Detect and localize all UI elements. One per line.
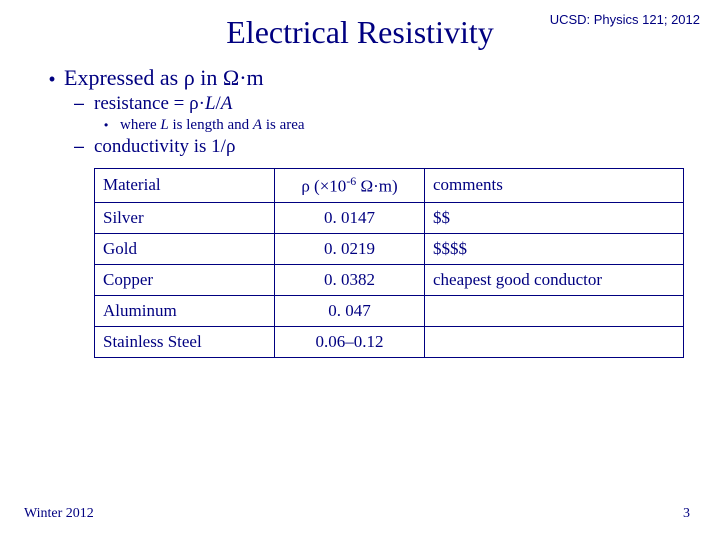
dash-icon: – [74, 136, 94, 157]
slide-content: • Expressed as ρ in Ω·m – resistance = ρ… [0, 61, 720, 358]
table-row: Aluminum 0. 047 [95, 295, 684, 326]
resistivity-table: Material ρ (×10-6 Ω·m) comments Silver 0… [94, 168, 684, 358]
table-row: Stainless Steel 0.06–0.12 [95, 326, 684, 357]
bullet-dot-icon: • [40, 69, 64, 90]
course-header: UCSD: Physics 121; 2012 [550, 12, 700, 27]
cell-comment [425, 295, 684, 326]
cell-material: Gold [95, 233, 275, 264]
table-row: Gold 0. 0219 $$$$ [95, 233, 684, 264]
sub-bullet-1-text: resistance = ρ·L/A [94, 93, 232, 115]
table-row: Silver 0. 0147 $$ [95, 202, 684, 233]
bullet-main: • Expressed as ρ in Ω·m [40, 65, 680, 91]
slide-title: Electrical Resistivity [0, 0, 720, 61]
cell-value: 0.06–0.12 [275, 326, 425, 357]
table-header-row: Material ρ (×10-6 Ω·m) comments [95, 169, 684, 203]
cell-comment: $$ [425, 202, 684, 233]
cell-material: Silver [95, 202, 275, 233]
cell-material: Copper [95, 264, 275, 295]
subsub-bullet: • where L is length and A is area [104, 117, 680, 134]
sub-bullet-2-text: conductivity is 1/ρ [94, 136, 235, 158]
subsub-bullet-text: where L is length and A is area [120, 117, 305, 134]
page-number: 3 [683, 506, 690, 522]
header-value: ρ (×10-6 Ω·m) [275, 169, 425, 203]
cell-comment [425, 326, 684, 357]
cell-value: 0. 0147 [275, 202, 425, 233]
cell-material: Stainless Steel [95, 326, 275, 357]
bullet-main-text: Expressed as ρ in Ω·m [64, 65, 264, 91]
dash-icon: – [74, 93, 94, 114]
cell-value: 0. 047 [275, 295, 425, 326]
subsub-dot-icon: • [104, 118, 120, 132]
cell-comment: cheapest good conductor [425, 264, 684, 295]
header-comments: comments [425, 169, 684, 203]
sub-bullet-1: – resistance = ρ·L/A [74, 93, 680, 115]
cell-material: Aluminum [95, 295, 275, 326]
footer-term: Winter 2012 [24, 506, 94, 522]
sub-bullet-2: – conductivity is 1/ρ [74, 136, 680, 158]
cell-comment: $$$$ [425, 233, 684, 264]
table-row: Copper 0. 0382 cheapest good conductor [95, 264, 684, 295]
cell-value: 0. 0382 [275, 264, 425, 295]
header-material: Material [95, 169, 275, 203]
cell-value: 0. 0219 [275, 233, 425, 264]
